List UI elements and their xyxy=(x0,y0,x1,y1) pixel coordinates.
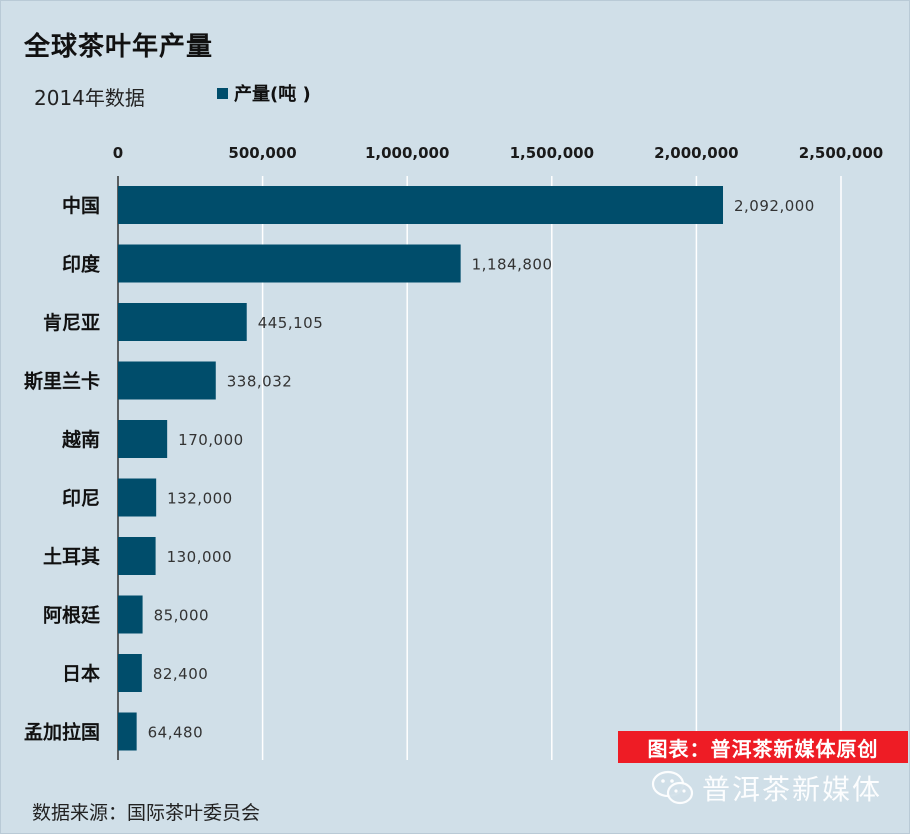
bar xyxy=(118,244,461,283)
x-tick-label: 2,500,000 xyxy=(799,144,883,162)
wechat-icon xyxy=(651,770,694,805)
value-label: 1,184,800 xyxy=(472,256,553,274)
legend-label: 产量(吨 ) xyxy=(234,84,311,105)
category-label: 印尼 xyxy=(62,488,100,510)
x-tick-label: 1,500,000 xyxy=(510,144,594,162)
legend: 产量(吨 ) xyxy=(217,80,311,106)
data-source: 数据来源：国际茶叶委员会 xyxy=(32,802,261,824)
bar xyxy=(118,303,247,341)
bar xyxy=(118,654,142,692)
value-label: 338,032 xyxy=(227,373,293,391)
category-label: 中国 xyxy=(62,194,100,217)
category-label: 印度 xyxy=(62,253,101,276)
watermark-text: 普洱茶新媒体 xyxy=(702,773,883,806)
category-label: 孟加拉国 xyxy=(24,721,100,744)
x-tick-label: 2,000,000 xyxy=(654,144,738,162)
category-label: 肯尼亚 xyxy=(43,311,100,334)
watermark: 普洱茶新媒体 xyxy=(650,768,882,808)
credit-badge: 图表：普洱茶新媒体原创 xyxy=(618,731,908,763)
bar xyxy=(118,420,168,458)
bar xyxy=(118,712,137,751)
value-label: 130,000 xyxy=(167,548,233,566)
value-label: 170,000 xyxy=(178,431,244,449)
value-label: 85,000 xyxy=(154,607,210,625)
x-tick-label: 1,000,000 xyxy=(365,144,449,162)
chart-title: 全球茶叶年产量 xyxy=(24,32,214,62)
category-label: 阿根廷 xyxy=(43,604,101,627)
bar xyxy=(118,186,724,224)
bar xyxy=(118,361,216,400)
category-label: 日本 xyxy=(62,662,100,685)
category-label: 斯里兰卡 xyxy=(24,370,100,393)
x-tick-label: 0 xyxy=(113,144,123,162)
category-label: 土耳其 xyxy=(43,546,100,568)
category-label: 越南 xyxy=(61,428,100,451)
legend-swatch xyxy=(217,87,228,99)
bar xyxy=(118,478,157,517)
x-tick-label: 500,000 xyxy=(228,144,296,162)
bar xyxy=(118,537,156,575)
bar xyxy=(118,595,143,634)
value-label: 445,105 xyxy=(258,314,324,332)
value-label: 64,480 xyxy=(148,724,204,742)
value-label: 82,400 xyxy=(153,665,209,683)
value-label: 2,092,000 xyxy=(734,197,815,215)
value-label: 132,000 xyxy=(167,490,233,508)
chart-subtitle: 2014年数据 xyxy=(34,86,145,110)
